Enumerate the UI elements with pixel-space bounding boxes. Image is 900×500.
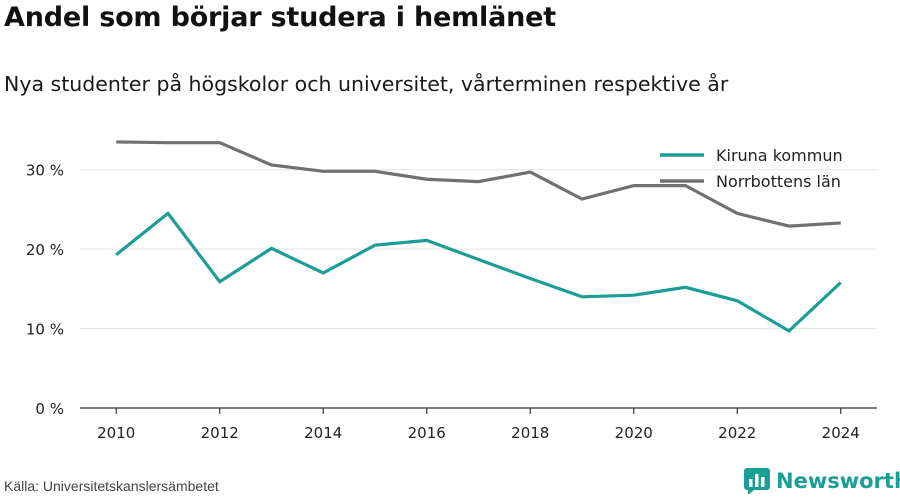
y-tick-label: 20 %	[26, 241, 64, 259]
x-tick-label: 2014	[304, 424, 342, 442]
source-note: Källa: Universitetskanslersämbetet	[4, 478, 219, 494]
y-tick-label: 10 %	[26, 321, 64, 339]
x-tick-label: 2010	[97, 424, 135, 442]
x-tick-label: 2012	[201, 424, 239, 442]
chart-subtitle: Nya studenter på högskolor och universit…	[4, 72, 729, 96]
x-tick-label: 2022	[718, 424, 756, 442]
brand-logo: Newsworthy	[744, 468, 900, 494]
brand-name: Newsworthy	[776, 469, 900, 493]
legend-label: Kiruna kommun	[716, 146, 843, 165]
x-tick-label: 2024	[822, 424, 860, 442]
x-tick-label: 2018	[511, 424, 549, 442]
series-line-kiruna	[115, 211, 842, 333]
bar-chart-logo-icon	[744, 468, 770, 494]
line-chart: 0 % 10 % 20 % 30 % 2010 2012 2014 2016 2018 2020 2…	[26, 140, 877, 442]
y-tick-label: 30 %	[26, 162, 64, 180]
legend-label: Norrbottens län	[716, 172, 841, 191]
x-tick-label: 2020	[615, 424, 653, 442]
x-tick-label: 2016	[408, 424, 446, 442]
y-tick-label: 0 %	[35, 400, 64, 418]
chart-title: Andel som börjar studera i hemlänet	[4, 2, 556, 33]
